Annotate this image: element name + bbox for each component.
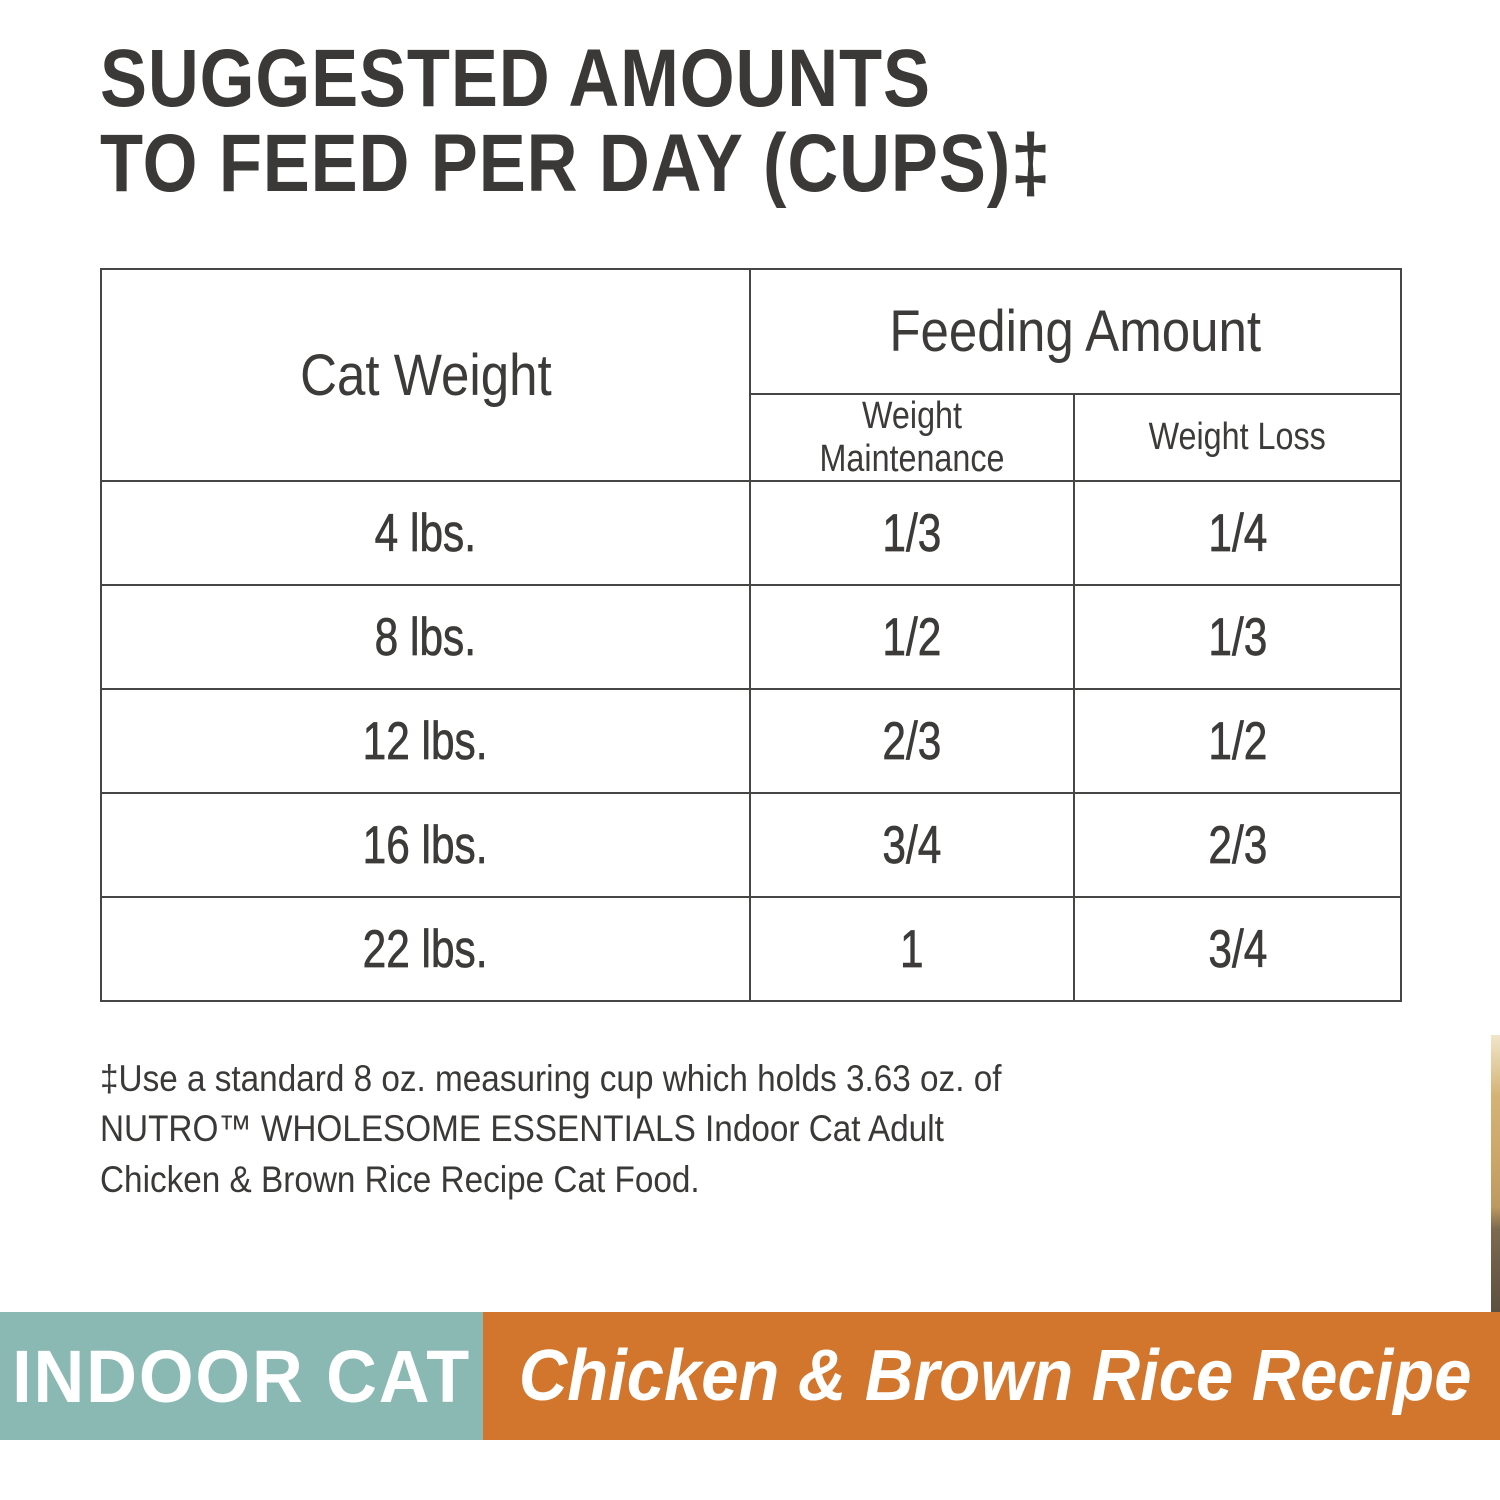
maintenance-cell: 1 xyxy=(749,896,1075,1003)
loss-cell: 1/4 xyxy=(1073,480,1402,587)
package-photo-edge xyxy=(1491,1035,1500,1312)
group-header-feeding-amount: Feeding Amount xyxy=(749,268,1402,395)
weight-cell: 4 lbs. xyxy=(100,480,751,587)
recipe-name-banner: Chicken & Brown Rice Recipe xyxy=(483,1312,1500,1440)
footnote-line: Chicken & Brown Rice Recipe Cat Food. xyxy=(100,1158,700,1200)
loss-cell: 1/3 xyxy=(1073,584,1402,691)
table-row: 16 lbs. 3/4 2/3 xyxy=(100,792,1402,899)
maintenance-cell: 3/4 xyxy=(749,792,1075,899)
feeding-amount-table: Cat Weight Feeding Amount Weight Mainten… xyxy=(100,267,1402,1003)
table-row: 12 lbs. 2/3 1/2 xyxy=(100,688,1402,795)
maintenance-cell: 1/3 xyxy=(749,480,1075,587)
loss-cell: 3/4 xyxy=(1073,896,1402,1003)
measuring-cup-footnote: ‡Use a standard 8 oz. measuring cup whic… xyxy=(100,1054,1102,1205)
maintenance-cell: 2/3 xyxy=(749,688,1075,795)
weight-cell: 16 lbs. xyxy=(100,792,751,899)
col-header-cat-weight: Cat Weight xyxy=(100,267,751,483)
loss-cell: 1/2 xyxy=(1073,688,1402,795)
maintenance-cell: 1/2 xyxy=(749,584,1075,691)
product-line-badge: INDOOR CAT xyxy=(0,1312,484,1440)
footnote-line: NUTRO™ WHOLESOME ESSENTIALS Indoor Cat A… xyxy=(100,1108,944,1150)
weight-cell: 22 lbs. xyxy=(100,896,751,1003)
weight-cell: 12 lbs. xyxy=(100,688,751,795)
page-title: SUGGESTED AMOUNTS TO FEED PER DAY (CUPS)… xyxy=(100,36,1206,207)
col-header-weight-maintenance: Weight Maintenance xyxy=(749,392,1075,483)
table-row: 8 lbs. 1/2 1/3 xyxy=(100,584,1402,691)
footnote-line: ‡Use a standard 8 oz. measuring cup whic… xyxy=(100,1058,1002,1099)
loss-cell: 2/3 xyxy=(1073,792,1402,899)
table-row: 22 lbs. 1 3/4 xyxy=(100,896,1402,1003)
table-row: 4 lbs. 1/3 1/4 xyxy=(100,480,1402,587)
page-title-line1: SUGGESTED AMOUNTS xyxy=(100,33,931,124)
col-header-weight-loss: Weight Loss xyxy=(1073,392,1402,483)
page-title-line2: TO FEED PER DAY (CUPS)‡ xyxy=(100,118,1052,210)
product-banner: INDOOR CAT Chicken & Brown Rice Recipe xyxy=(0,1312,1500,1440)
weight-cell: 8 lbs. xyxy=(100,584,751,691)
